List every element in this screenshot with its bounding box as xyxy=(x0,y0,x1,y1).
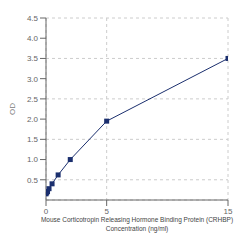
svg-text:15: 15 xyxy=(224,207,233,216)
svg-text:Mouse Corticotropin Releasing: Mouse Corticotropin Releasing Hormone Bi… xyxy=(41,216,233,233)
svg-text:1.0: 1.0 xyxy=(27,155,39,164)
svg-text:3.0: 3.0 xyxy=(27,75,39,84)
svg-text:3.5: 3.5 xyxy=(27,54,39,63)
svg-text:1.5: 1.5 xyxy=(27,135,39,144)
svg-text:4.5: 4.5 xyxy=(27,14,39,23)
svg-text:0: 0 xyxy=(44,207,49,216)
svg-text:5: 5 xyxy=(104,207,109,216)
svg-text:OD: OD xyxy=(8,103,17,115)
svg-text:2.0: 2.0 xyxy=(27,115,39,124)
svg-text:2.5: 2.5 xyxy=(27,95,39,104)
svg-text:0.5: 0.5 xyxy=(27,176,39,185)
svg-text:4.0: 4.0 xyxy=(27,34,39,43)
